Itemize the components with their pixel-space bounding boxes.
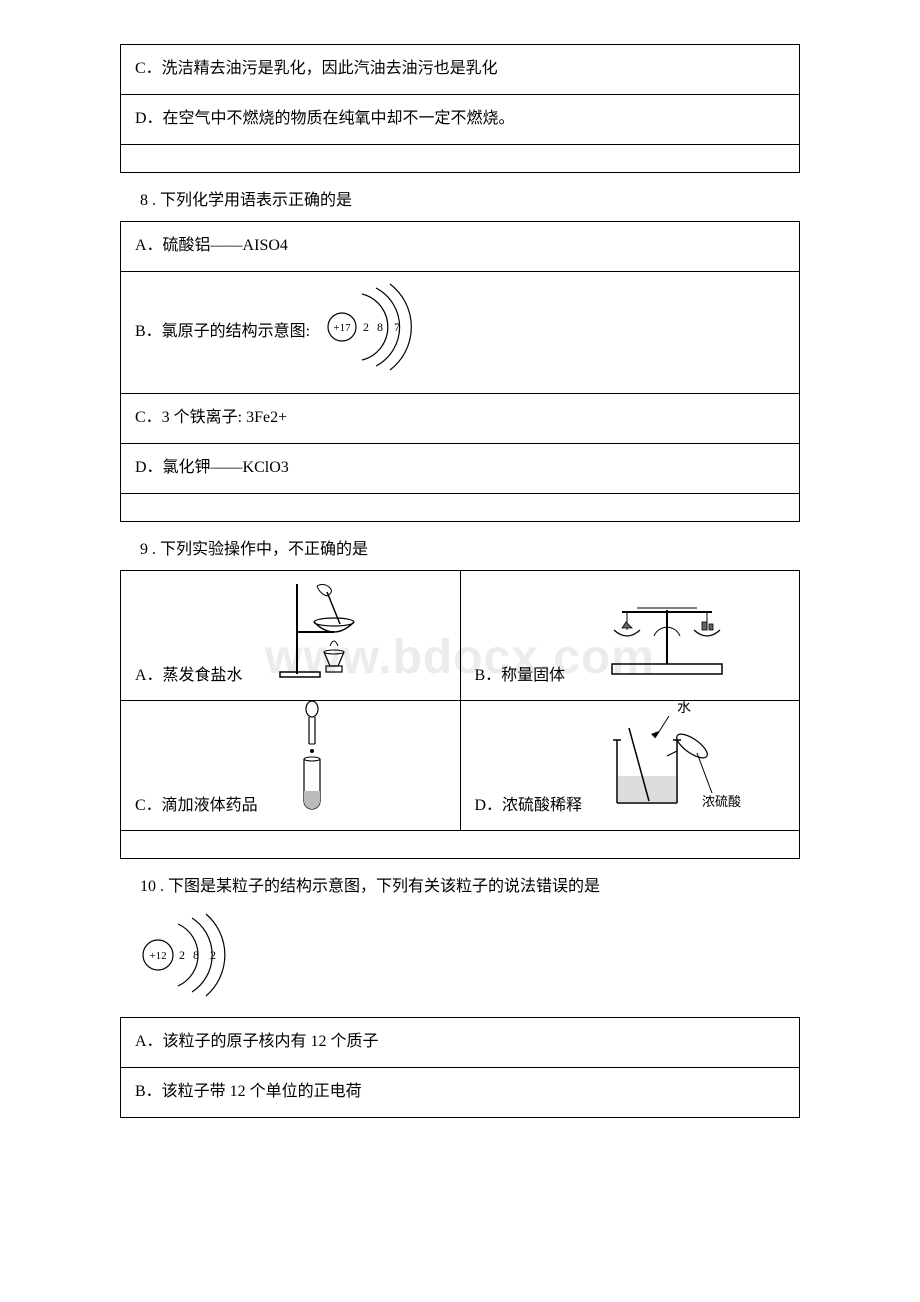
q7-options-table: C．洗洁精去油污是乳化，因此汽油去油污也是乳化 D．在空气中不燃烧的物质在纯氧中… [120,44,800,173]
q9-opt-d-label: D．浓硫酸稀释 [475,792,583,821]
svg-text:水: 水 [677,700,691,716]
q7-opt-c: C．洗洁精去油污是乳化，因此汽油去油污也是乳化 [121,45,800,95]
q8-options-table: A．硫酸铝——AISO4 B．氯原子的结构示意图: +17 2 8 7 C．3 … [120,221,800,521]
q8-opt-d: D．氯化钾——KClO3 [121,443,800,493]
q8-opt-c: C．3 个铁离子: 3Fe2+ [121,393,800,443]
q9-cell-d: D．浓硫酸稀释 水 [460,701,800,831]
svg-text:+17: +17 [334,322,352,334]
q9-options-table: A．蒸发食盐水 [120,570,800,859]
svg-text:8: 8 [193,948,199,962]
svg-text:+12: +12 [149,950,166,962]
q7-opt-d: D．在空气中不燃烧的物质在纯氧中却不一定不燃烧。 [121,94,800,144]
q7-empty [121,144,800,172]
svg-text:2: 2 [363,320,369,334]
q8-opt-b: B．氯原子的结构示意图: +17 2 8 7 [121,272,800,394]
q10-opt-b: B．该粒子带 12 个单位的正电荷 [121,1067,800,1117]
q9-stem: 9 . 下列实验操作中，不正确的是 [140,536,800,565]
svg-text:浓硫酸: 浓硫酸 [702,794,741,809]
q10-atom-diagram: +12 2 8 2 [136,910,800,1011]
evaporation-icon [272,574,382,695]
q10-options-table: A．该粒子的原子核内有 12 个质子 B．该粒子带 12 个单位的正电荷 [120,1017,800,1118]
svg-text:8: 8 [377,320,383,334]
q9-empty [121,831,800,859]
q10-opt-a: A．该粒子的原子核内有 12 个质子 [121,1017,800,1067]
q8-opt-a: A．硫酸铝——AISO4 [121,222,800,272]
q9-cell-a: A．蒸发食盐水 [121,571,461,701]
svg-text:2: 2 [179,948,185,962]
svg-text:2: 2 [210,948,216,962]
q9-opt-b-label: B．称量固体 [475,662,566,691]
q10-stem: 10 . 下图是某粒子的结构示意图，下列有关该粒子的说法错误的是 [140,873,800,902]
q8-empty [121,493,800,521]
svg-text:7: 7 [394,320,400,334]
q9-cell-b: B．称量固体 [460,571,800,701]
dilution-icon: 水 浓 [597,698,752,827]
q9-opt-c-label: C．滴加液体药品 [135,792,258,821]
q8-opt-b-prefix: B．氯原子的结构示意图: [135,323,310,340]
dropper-icon [287,699,337,825]
balance-icon [592,592,742,693]
q9-cell-c: C．滴加液体药品 [121,701,461,831]
chlorine-atom-diagram: +17 2 8 7 [322,282,417,383]
q8-stem: 8 . 下列化学用语表示正确的是 [140,187,800,216]
q9-opt-a-label: A．蒸发食盐水 [135,662,243,691]
